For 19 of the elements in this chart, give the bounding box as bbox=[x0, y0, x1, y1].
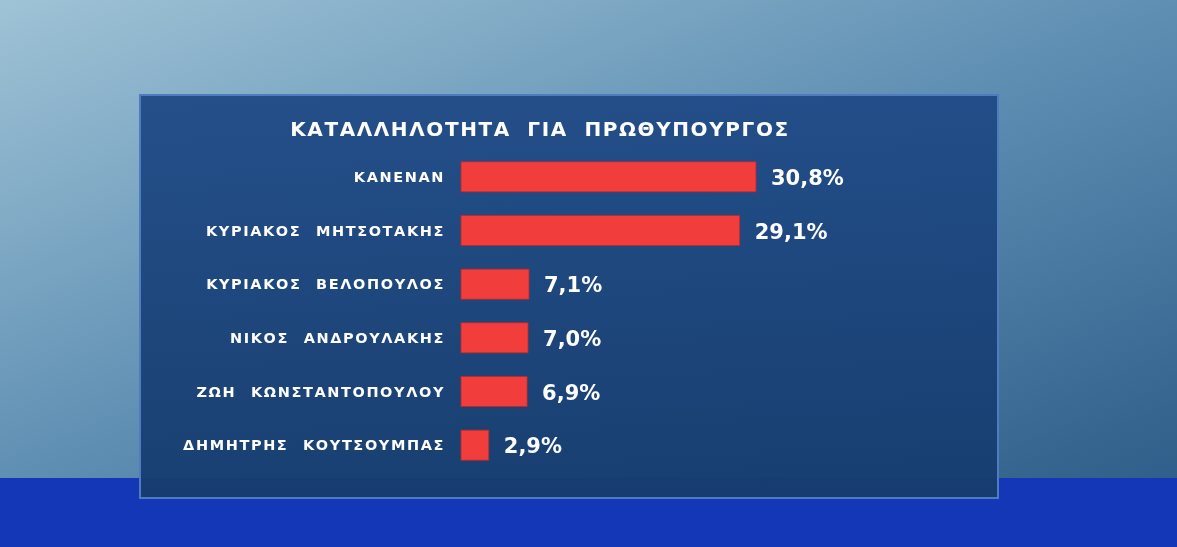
bar bbox=[460, 429, 490, 461]
data-label: 30,8% bbox=[771, 165, 844, 190]
bar bbox=[460, 268, 530, 300]
y-tick-label: ΖΩΗ ΚΩΝΣΤΑΝΤΟΠΟΥΛΟΥ bbox=[196, 383, 445, 400]
y-tick-label: ΝΙΚΟΣ ΑΝΔΡΟΥΛΑΚΗΣ bbox=[230, 329, 445, 346]
bar bbox=[460, 215, 741, 246]
y-tick-label: ΚΥΡΙΑΚΟΣ ΒΕΛΟΠΟΥΛΟΣ bbox=[206, 276, 445, 293]
chart-title: ΚΑΤΑΛΛΗΛΟΤΗΤΑ ΓΙΑ ΠΡΩΘΥΠΟΥΡΓΟΣ bbox=[290, 117, 790, 141]
y-tick-label: ΚΥΡΙΑΚΟΣ ΜΗΤΣΟΤΑΚΗΣ bbox=[206, 222, 445, 239]
bar bbox=[460, 161, 757, 193]
data-label: 7,1% bbox=[544, 273, 603, 298]
data-label: 29,1% bbox=[754, 219, 828, 244]
y-tick-label: ΔΗΜΗΤΡΗΣ ΚΟΥΤΣΟΥΜΠΑΣ bbox=[183, 437, 445, 454]
bar bbox=[460, 322, 529, 354]
data-label: 6,9% bbox=[542, 380, 601, 405]
y-tick-label: ΚΑΝΕΝΑΝ bbox=[353, 168, 445, 185]
bar bbox=[460, 376, 528, 407]
data-label: 2,9% bbox=[503, 434, 563, 459]
data-label: 7,0% bbox=[543, 326, 602, 351]
